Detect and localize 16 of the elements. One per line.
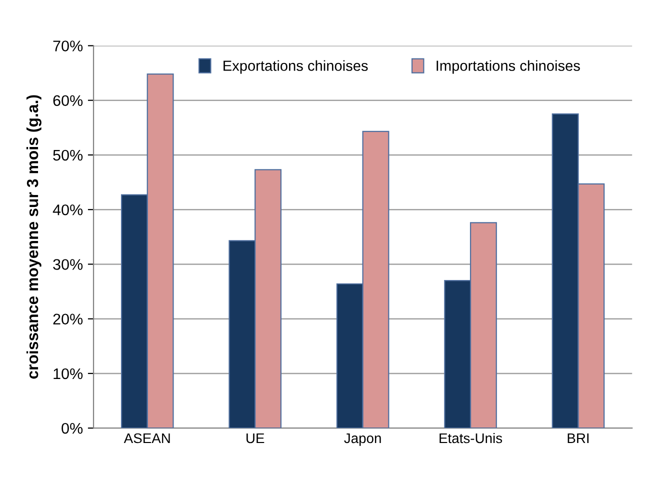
legend-label: Importations chinoises	[436, 60, 580, 74]
y-tick-label: 60%	[53, 95, 83, 106]
y-tick-label: 70%	[53, 40, 83, 52]
y-tick-label: 0%	[62, 422, 83, 434]
y-tick-label: 10%	[54, 368, 83, 380]
x-tick-label: UE	[246, 433, 264, 444]
x-tick-label: ASEAN	[124, 433, 170, 444]
y-tick-label: 30%	[53, 259, 83, 270]
y-tick-label: 50%	[53, 150, 83, 161]
y-tick-label: 20%	[53, 314, 83, 325]
y-tick-label: 40%	[52, 204, 83, 216]
x-tick-label: BRI	[568, 433, 589, 444]
x-tick-label: Japon	[344, 433, 381, 446]
legend-label: Exportations chinoises	[224, 60, 368, 74]
x-tick-label: Etats-Unis	[440, 432, 502, 444]
y-axis-title: croissance moyenne sur 3 mois (g.a.)	[26, 95, 42, 379]
